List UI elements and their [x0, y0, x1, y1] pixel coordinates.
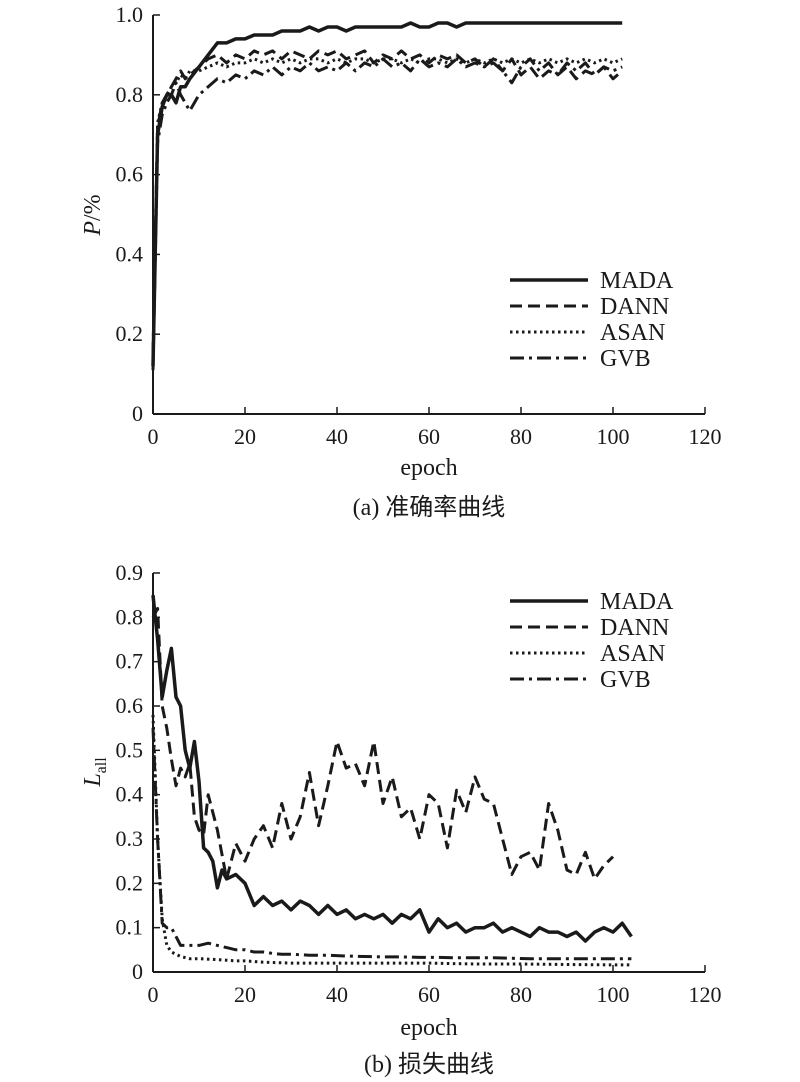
loss-series-group: [151, 595, 633, 967]
a-x-tick-label: 0: [148, 424, 159, 449]
b-x-tick-label: 40: [326, 982, 348, 1007]
a-y-tick-label: 1.0: [116, 2, 144, 27]
a-series-asan: [151, 57, 623, 363]
accuracy-chart: 0 20 40 60 80 100 120 0 0.2 0.4 0.6 0.8 1.0 epoch P…: [80, 2, 722, 521]
a-series-mada: [151, 21, 623, 367]
accuracy-series-group: [151, 21, 624, 371]
b-y-tick-label: 0.8: [116, 604, 144, 629]
a-legend-label-dann: DANN: [600, 294, 669, 320]
b-y-tick-label: 0.3: [116, 826, 144, 851]
accuracy-x-label: epoch: [400, 455, 457, 481]
a-x-tick-label: 100: [597, 424, 630, 449]
a-legend-label-asan: ASAN: [600, 320, 665, 346]
a-x-tick-label: 20: [234, 424, 256, 449]
accuracy-y-label-main: P: [80, 221, 106, 237]
accuracy-caption: (a) 准确率曲线: [353, 494, 506, 521]
loss-y-label-main: L: [80, 773, 106, 787]
b-legend-label-mada: MADA: [600, 589, 674, 615]
a-y-tick-label: 0: [132, 401, 143, 426]
accuracy-y-label: P/%: [80, 194, 106, 236]
loss-y-ticks: 0 0.1 0.2 0.3 0.4 0.5 0.6 0.7 0.8 0.9: [116, 560, 160, 984]
a-legend-label-gvb: GVB: [600, 346, 651, 372]
b-y-tick-label: 0.2: [116, 870, 144, 895]
accuracy-y-label-suffix: /%: [80, 194, 106, 221]
b-series-gvb: [151, 728, 632, 961]
b-x-tick-label: 20: [234, 982, 256, 1007]
b-y-tick-label: 0.1: [116, 915, 144, 940]
a-y-tick-label: 0.8: [116, 82, 144, 107]
a-x-tick-label: 120: [689, 424, 722, 449]
a-series-gvb: [151, 57, 623, 371]
b-y-tick-label: 0: [132, 959, 143, 984]
a-y-tick-label: 0.2: [116, 321, 144, 346]
b-legend-label-gvb: GVB: [600, 667, 651, 693]
b-x-tick-label: 60: [418, 982, 440, 1007]
a-x-tick-label: 60: [418, 424, 440, 449]
accuracy-x-ticks: 0 20 40 60 80 100 120: [148, 407, 722, 449]
b-x-tick-label: 0: [148, 982, 159, 1007]
b-y-tick-label: 0.5: [116, 737, 144, 762]
b-y-tick-label: 0.9: [116, 560, 144, 585]
a-legend-label-mada: MADA: [600, 268, 674, 294]
loss-chart: 0 20 40 60 80 100 120 0 0.1 0.2 0.3 0.4 0.5 0.6 0.7 0.…: [80, 560, 722, 1078]
b-series-dann: [151, 607, 615, 881]
b-series-asan: [151, 714, 632, 967]
b-legend-label-dann: DANN: [600, 615, 669, 641]
b-x-tick-label: 80: [510, 982, 532, 1007]
a-x-tick-label: 80: [510, 424, 532, 449]
a-series-dann: [151, 49, 624, 355]
a-y-tick-label: 0.6: [116, 162, 144, 187]
a-x-tick-label: 40: [326, 424, 348, 449]
loss-y-label-sub: all: [93, 757, 110, 774]
accuracy-y-ticks: 0 0.2 0.4 0.6 0.8 1.0: [116, 2, 160, 426]
b-x-tick-label: 100: [597, 982, 630, 1007]
loss-caption: (b) 损失曲线: [364, 1051, 494, 1078]
b-series-mada: [151, 595, 633, 943]
b-y-tick-label: 0.7: [116, 649, 144, 674]
loss-x-label: epoch: [400, 1015, 457, 1041]
b-y-tick-label: 0.6: [116, 693, 144, 718]
a-y-tick-label: 0.4: [116, 241, 144, 266]
b-legend-label-asan: ASAN: [600, 641, 665, 667]
loss-y-label: Lall: [80, 757, 110, 788]
b-x-tick-label: 120: [689, 982, 722, 1007]
loss-x-ticks: 0 20 40 60 80 100 120: [148, 965, 722, 1007]
b-y-tick-label: 0.4: [116, 782, 144, 807]
